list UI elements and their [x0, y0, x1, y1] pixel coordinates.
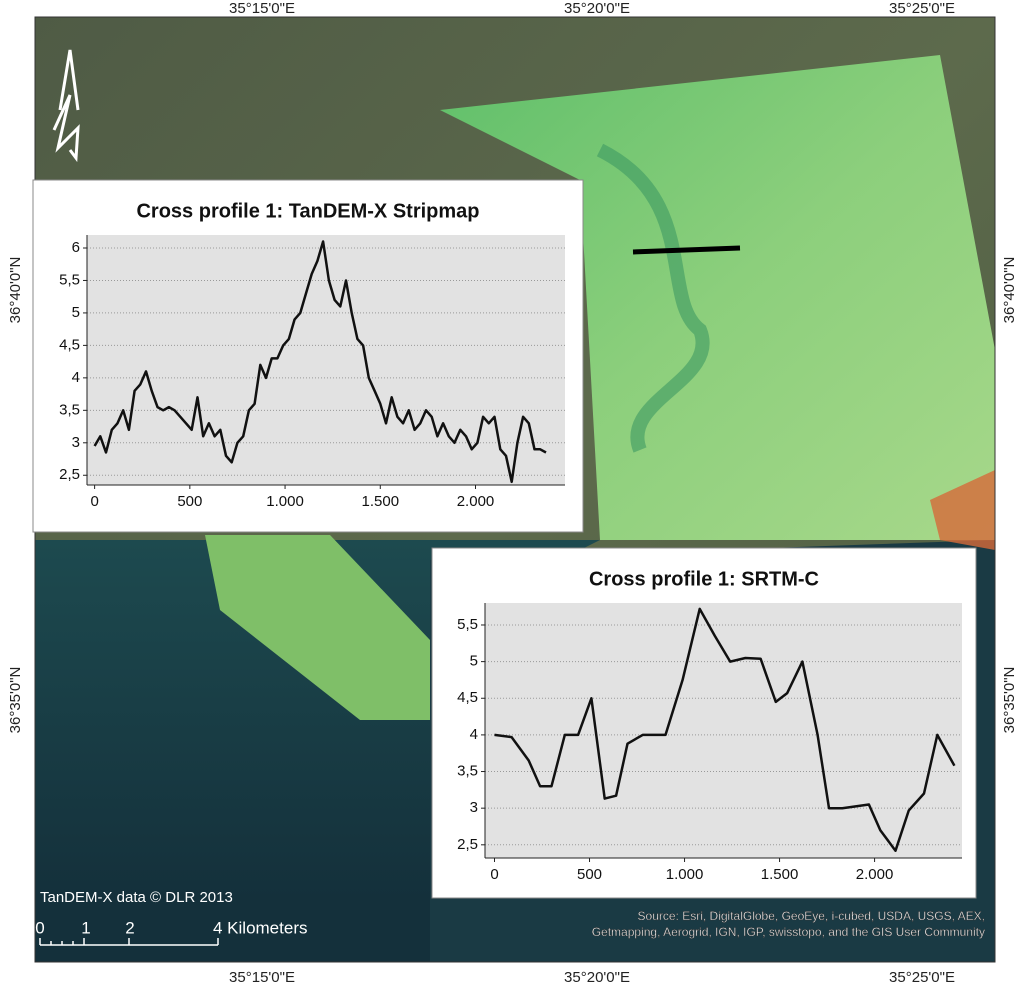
y-tick-label: 3,5	[457, 763, 478, 780]
y-tick-label: 4,5	[59, 336, 80, 353]
dem-coast	[205, 535, 430, 720]
sea	[35, 540, 600, 900]
x-tick-label: 1.000	[266, 493, 304, 510]
x-tick-label: 0	[90, 493, 98, 510]
plot-area	[485, 603, 962, 858]
highland	[930, 470, 995, 550]
x-tick-label: 0	[490, 866, 498, 883]
lon-label: 35°20'0"E	[564, 969, 630, 986]
y-tick-label: 5	[72, 304, 80, 321]
profile-line	[494, 607, 956, 852]
lon-label: 35°15'0"E	[229, 969, 295, 986]
y-tick-label: 3,5	[59, 401, 80, 418]
y-tick-label: 3	[72, 434, 80, 451]
north-arrow	[52, 49, 80, 163]
lat-label: 36°35'0"N	[1001, 667, 1018, 734]
y-tick-label: 5,5	[457, 616, 478, 633]
y-tick-label: 4	[470, 726, 478, 743]
profile-line	[93, 240, 547, 484]
x-tick-label: 2.000	[457, 493, 495, 510]
scale-label: 1	[81, 918, 90, 937]
river-channel	[596, 143, 710, 453]
x-tick-label: 1.000	[666, 866, 704, 883]
chart-title: Cross profile 1: TanDEM-X Stripmap	[136, 200, 479, 222]
source-text: Source: Esri, DigitalGlobe, GeoEye, i-cu…	[638, 909, 985, 923]
y-tick-label: 2,5	[59, 466, 80, 483]
lat-label: 36°40'0"N	[7, 257, 24, 324]
lon-label: 35°15'0"E	[229, 0, 295, 17]
scale-label: 0	[35, 918, 44, 937]
x-tick-label: 2.000	[856, 866, 894, 883]
scale-label: 2	[125, 918, 134, 937]
y-tick-label: 5,5	[59, 271, 80, 288]
data-credit: TanDEM-X data © DLR 2013	[40, 889, 233, 906]
dem-strip	[440, 55, 995, 540]
y-tick-label: 4	[72, 369, 80, 386]
y-tick-label: 2,5	[457, 836, 478, 853]
lon-label: 35°25'0"E	[889, 969, 955, 986]
chart: Cross profile 1: SRTM-C 2,5 3 3,5 4 4,5 5 5,5 0 5…	[431, 547, 977, 899]
y-tick-label: 6	[72, 239, 80, 256]
chart-title: Cross profile 1: SRTM-C	[589, 568, 819, 590]
y-tick-label: 4,5	[457, 689, 478, 706]
x-tick-label: 1.500	[761, 866, 799, 883]
lon-label: 35°25'0"E	[889, 0, 955, 17]
chart: Cross profile 1: TanDEM-X Stripmap 2,5 3 3,…	[32, 179, 584, 533]
lon-label: 35°20'0"E	[564, 0, 630, 17]
y-tick-label: 5	[470, 653, 478, 670]
profile-line	[632, 245, 741, 255]
lat-label: 36°35'0"N	[7, 667, 24, 734]
x-tick-label: 500	[177, 493, 202, 510]
x-tick-label: 500	[577, 866, 602, 883]
x-tick-label: 1.500	[362, 493, 400, 510]
coordinate-labels: 35°15'0"E 35°20'0"E 35°25'0"E 35°15'0"E …	[7, 0, 1018, 986]
source-text: Getmapping, Aerogrid, IGN, IGP, swisstop…	[592, 925, 985, 939]
plot-area	[87, 235, 565, 485]
y-tick-label: 3	[470, 799, 478, 816]
lat-label: 36°40'0"N	[1001, 257, 1018, 324]
scale-bar	[39, 938, 219, 946]
scale-label: 4 Kilometers	[213, 918, 307, 937]
